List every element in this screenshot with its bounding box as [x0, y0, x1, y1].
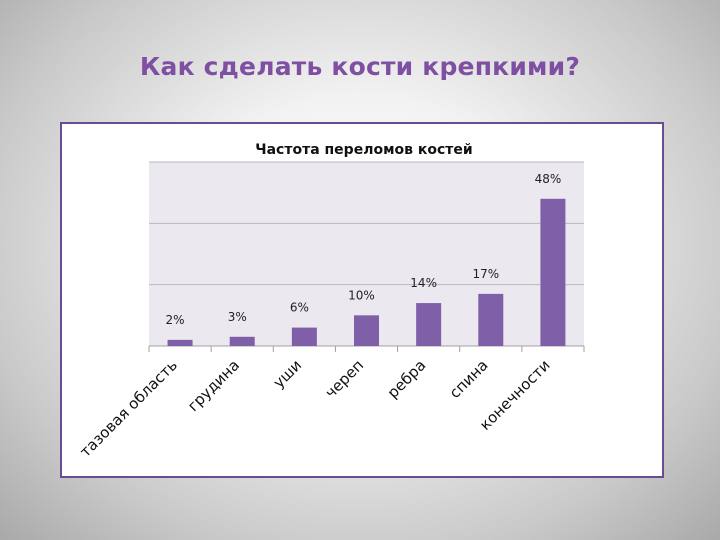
data-label: 14% [410, 276, 437, 290]
data-label: 2% [166, 313, 185, 327]
data-label: 48% [535, 172, 562, 186]
bar-4 [416, 303, 442, 346]
slide-title: Как сделать кости крепкими? [139, 52, 581, 81]
category-label: ребра [384, 356, 430, 402]
chart-title: Частота переломов костей [255, 142, 472, 158]
bar-5 [478, 293, 504, 346]
category-label: череп [322, 356, 368, 402]
data-label: 10% [348, 288, 375, 302]
chart-frame: Частота переломов костей 2% тазовая облас… [60, 122, 664, 478]
bar-6 [540, 198, 566, 346]
data-label: 17% [472, 267, 499, 281]
bar-1 [229, 336, 255, 346]
data-label: 6% [290, 301, 309, 315]
bar-chart: Частота переломов костей 2% тазовая облас… [76, 142, 585, 461]
category-label: тазовая область [76, 356, 181, 461]
category-label: уши [270, 356, 306, 392]
category-label: спина [446, 356, 492, 402]
bar-2 [291, 327, 317, 346]
category-label: грудина [184, 356, 243, 415]
bar-3 [354, 315, 379, 346]
data-label: 3% [228, 310, 247, 324]
bar-0 [167, 339, 193, 346]
